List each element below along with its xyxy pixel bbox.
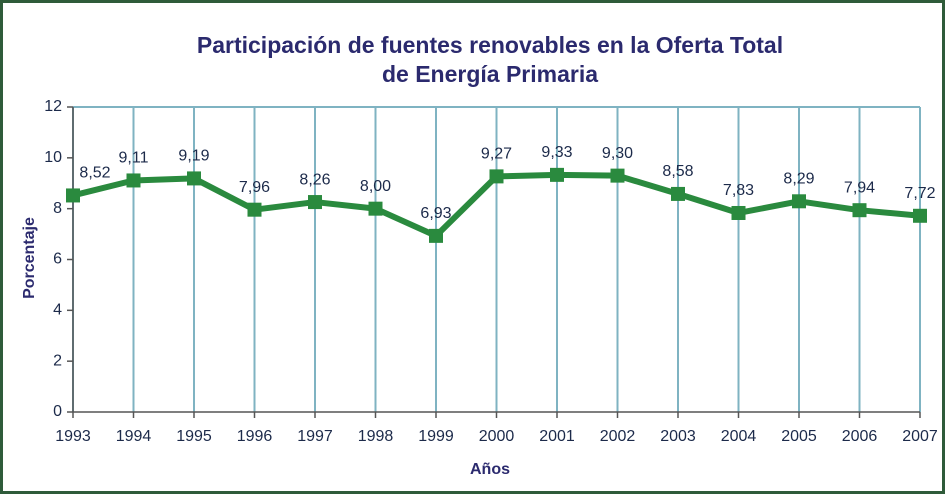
data-point xyxy=(308,195,322,210)
x-tick-label: 1997 xyxy=(297,428,333,445)
data-label: 6,93 xyxy=(420,205,451,222)
data-label: 7,96 xyxy=(239,179,270,196)
x-tick-label: 1993 xyxy=(55,428,91,445)
data-label: 7,94 xyxy=(844,179,875,196)
data-point xyxy=(368,201,383,216)
x-axis-label: Años xyxy=(470,461,510,478)
x-tick-label: 2002 xyxy=(600,428,636,445)
data-label: 8,58 xyxy=(662,163,693,180)
y-tick-label: 4 xyxy=(53,302,62,319)
data-label: 9,30 xyxy=(602,145,633,162)
x-tick-label: 2000 xyxy=(479,428,515,445)
data-point xyxy=(187,171,201,186)
data-point xyxy=(671,186,685,201)
data-point xyxy=(66,188,80,203)
data-label: 9,11 xyxy=(119,150,149,167)
x-tick-label: 1994 xyxy=(116,428,152,445)
x-tick-label: 2004 xyxy=(721,428,757,445)
data-label: 9,33 xyxy=(541,144,572,161)
x-tick-label: 1996 xyxy=(237,428,273,445)
y-tick-label: 10 xyxy=(44,149,62,166)
data-point xyxy=(913,208,927,223)
x-tick-label: 2003 xyxy=(660,428,696,445)
chart-title: Participación de fuentes renovables en l… xyxy=(197,32,783,58)
y-tick-label: 6 xyxy=(53,251,62,268)
x-tick-label: 2001 xyxy=(539,428,575,445)
x-tick-label: 1998 xyxy=(358,428,394,445)
x-tick-label: 2006 xyxy=(842,428,878,445)
y-tick-label: 2 xyxy=(53,352,62,369)
y-axis-label: Porcentaje xyxy=(21,217,38,299)
data-label: 8,26 xyxy=(299,171,330,188)
data-point xyxy=(489,169,504,184)
data-point xyxy=(550,167,564,182)
x-tick-label: 2005 xyxy=(781,428,817,445)
data-point xyxy=(792,194,806,209)
y-tick-label: 0 xyxy=(53,403,62,420)
data-point xyxy=(610,168,625,183)
chart-title: de Energía Primaria xyxy=(382,61,598,87)
data-point xyxy=(731,205,746,220)
data-label: 8,00 xyxy=(360,178,391,195)
y-tick-label: 12 xyxy=(44,98,62,115)
data-label: 9,27 xyxy=(481,146,512,163)
data-point xyxy=(126,173,141,188)
data-point xyxy=(852,203,867,218)
data-point xyxy=(429,228,443,243)
data-label: 7,72 xyxy=(904,185,935,202)
x-tick-label: 2007 xyxy=(902,428,938,445)
data-label: 9,19 xyxy=(178,148,209,165)
y-tick-label: 8 xyxy=(53,200,62,217)
data-label: 8,29 xyxy=(783,171,814,188)
data-label: 8,52 xyxy=(79,165,110,182)
data-label: 7,83 xyxy=(723,182,754,199)
data-point xyxy=(247,202,262,217)
x-tick-label: 1999 xyxy=(418,428,454,445)
x-tick-label: 1995 xyxy=(176,428,212,445)
